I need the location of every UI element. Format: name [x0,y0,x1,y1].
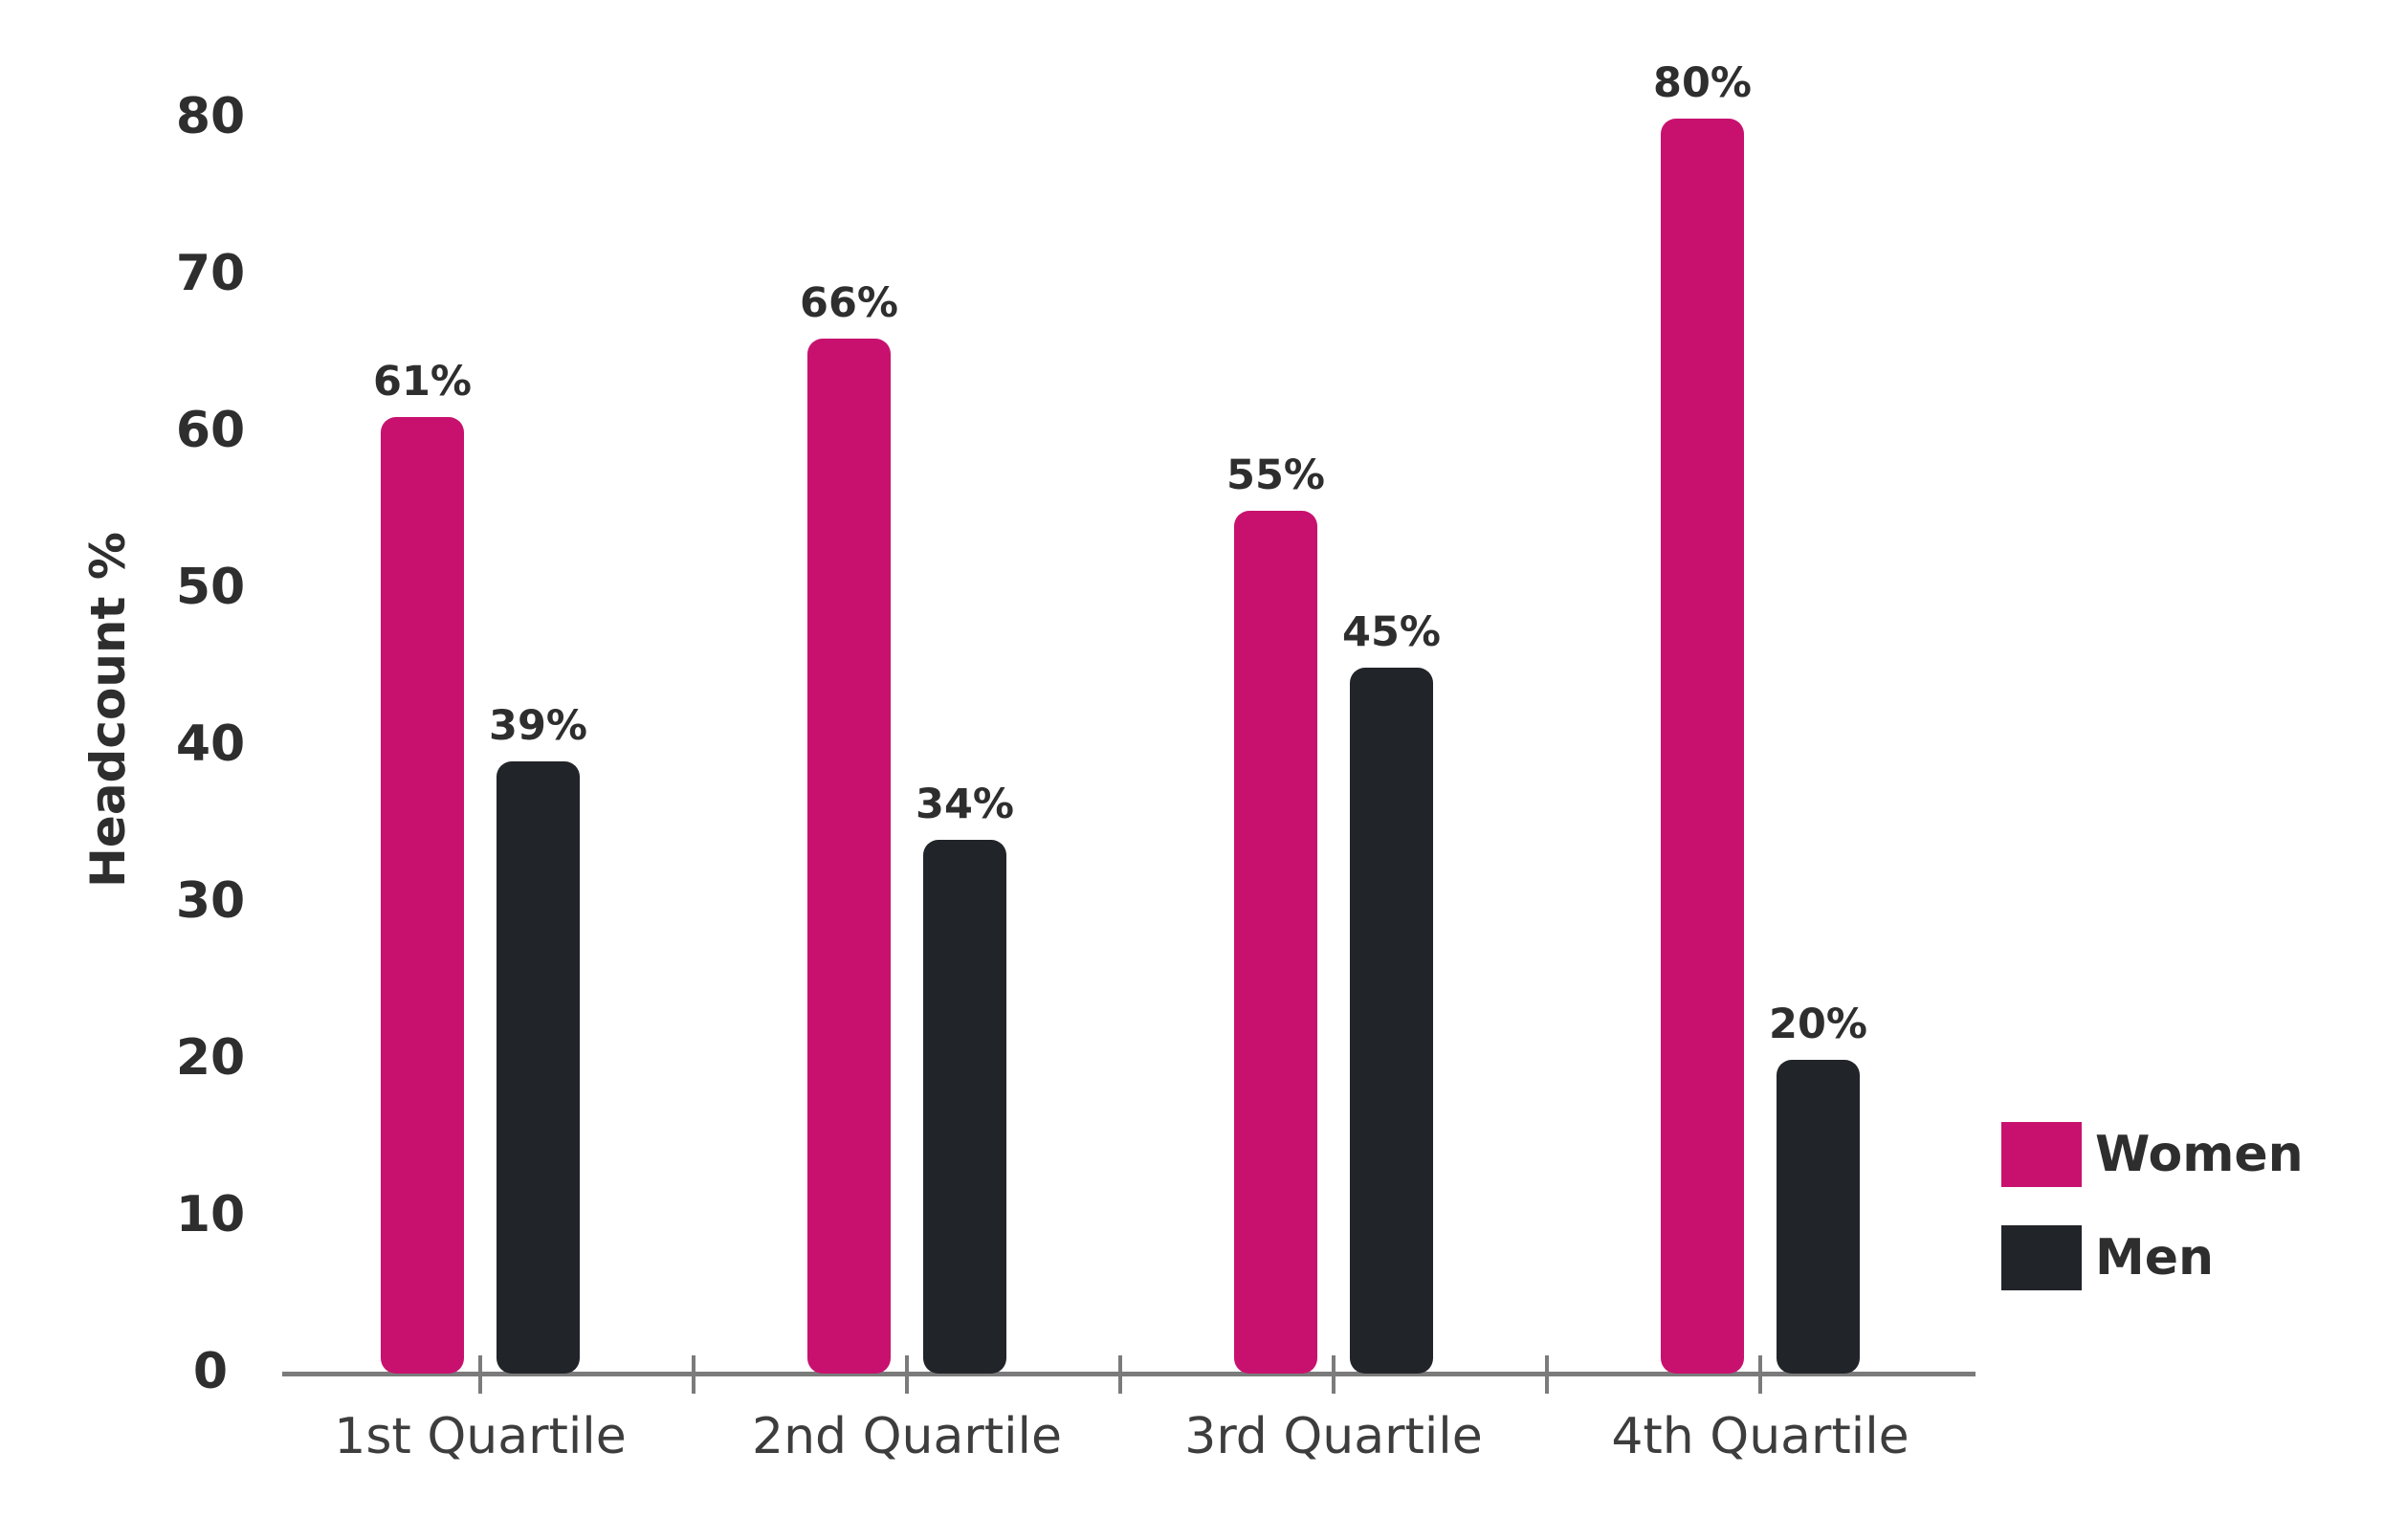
y-tick-label-0: 0 [192,1343,229,1400]
bar-men-4 [1777,1060,1860,1374]
bar-value-label-women-4: 80% [1653,59,1752,107]
legend-swatch-women [2001,1122,2082,1187]
y-tick-label-10: 10 [175,1186,246,1243]
bar-value-label-women-3: 55% [1226,451,1325,499]
x-axis-line [282,1372,1976,1376]
x-axis-tick-mark-0 [478,1355,482,1394]
bar-value-label-men-1: 39% [489,702,587,750]
bar-value-label-men-2: 34% [916,781,1014,828]
bar-value-label-men-3: 45% [1342,608,1441,656]
x-category-label-3: 3rd Quartile [1184,1408,1483,1465]
y-tick-label-40: 40 [175,715,246,773]
x-axis-tick-mark-4 [1332,1355,1335,1394]
y-tick-label-70: 70 [175,245,246,302]
bar-women-2 [807,339,891,1374]
x-axis-tick-mark-1 [692,1355,695,1394]
x-category-label-2: 2nd Quartile [752,1408,1062,1465]
bar-women-4 [1661,119,1744,1374]
bar-value-label-men-4: 20% [1769,1001,1867,1048]
x-axis-tick-mark-3 [1118,1355,1122,1394]
bar-value-label-women-2: 66% [800,279,898,327]
legend-swatch-men [2001,1225,2082,1290]
legend-label-men: Men [2095,1229,2215,1287]
bar-men-2 [923,840,1006,1374]
bar-men-3 [1350,668,1433,1374]
x-axis-tick-mark-6 [1758,1355,1762,1394]
y-tick-label-60: 60 [175,402,246,459]
x-category-label-1: 1st Quartile [334,1408,627,1465]
bar-women-3 [1234,511,1317,1374]
bar-women-1 [381,417,464,1374]
y-tick-label-30: 30 [175,872,246,930]
x-axis-tick-mark-2 [905,1355,909,1394]
legend-label-women: Women [2095,1126,2304,1183]
bar-men-1 [497,761,580,1374]
x-category-label-4: 4th Quartile [1611,1408,1909,1465]
y-tick-label-50: 50 [175,559,246,616]
y-tick-label-20: 20 [175,1029,246,1087]
y-tick-label-80: 80 [175,88,246,145]
bar-value-label-women-1: 61% [373,358,472,406]
x-axis-tick-mark-5 [1545,1355,1549,1394]
